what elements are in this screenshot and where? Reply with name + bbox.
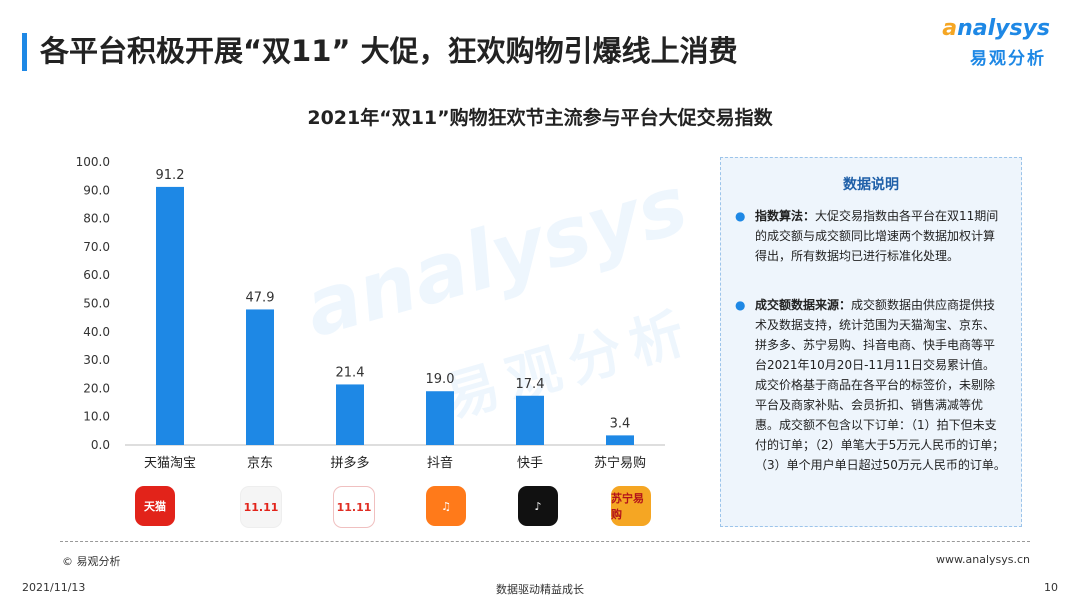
bar — [426, 391, 454, 445]
data-label: 3.4 — [610, 416, 631, 431]
page-title: 各平台积极开展“双11” 大促，狂欢购物引爆线上消费 — [40, 34, 738, 68]
analysys-logo: analysys 易观分析 — [940, 16, 1050, 72]
suning-icon: 苏宁易购 — [611, 486, 651, 526]
logo-text-en: analysys — [942, 16, 1050, 41]
y-tick-label: 40.0 — [83, 325, 110, 339]
x-tick-label: 天猫淘宝 — [144, 456, 196, 471]
footer-divider — [60, 541, 1030, 542]
y-tick-label: 30.0 — [83, 353, 110, 367]
y-tick-label: 50.0 — [83, 297, 110, 311]
data-label: 91.2 — [156, 168, 185, 183]
y-tick-label: 90.0 — [83, 183, 110, 197]
y-tick-label: 70.0 — [83, 240, 110, 254]
y-tick-label: 60.0 — [83, 268, 110, 282]
logo-text-cn: 易观分析 — [970, 49, 1046, 69]
x-tick-label: 京东 — [247, 456, 273, 471]
data-notes-box: 数据说明 ● 指数算法：大促交易指数由各平台在双11期间的成交额与成交额同比增速… — [720, 157, 1022, 527]
x-tick-label: 快手 — [517, 456, 543, 471]
jd-icon: 11.11 — [240, 486, 282, 528]
data-note-item: ● 成交额数据来源：成交额数据由供应商提供技术及数据支持，统计范围为天猫淘宝、京… — [735, 295, 1006, 475]
bar — [606, 435, 634, 445]
data-notes-title: 数据说明 — [843, 177, 899, 193]
bullet-icon: ● — [735, 209, 746, 223]
tmall-icon: 天猫 — [135, 486, 175, 526]
data-label: 47.9 — [246, 290, 275, 305]
footer-website: www.analysys.cn — [936, 553, 1030, 566]
bar — [246, 309, 274, 445]
y-tick-label: 10.0 — [83, 410, 110, 424]
data-note-label: 成交额数据来源： — [755, 298, 852, 312]
bullet-icon: ● — [735, 298, 746, 312]
x-tick-label: 苏宁易购 — [594, 455, 646, 471]
bar — [336, 384, 364, 445]
bar-chart: 0.0 10.0 20.0 30.0 40.0 50.0 60.0 70.0 80.0 90.0 1… — [76, 155, 665, 471]
y-tick-label: 0.0 — [91, 438, 110, 452]
x-tick-label: 抖音 — [427, 455, 453, 471]
kuaishou-icon: ♪ — [518, 486, 558, 526]
y-tick-label: 20.0 — [83, 381, 110, 395]
bar — [516, 395, 544, 445]
douyin-icon: ♫ — [426, 486, 466, 526]
footer-copyright: © 易观分析 — [62, 555, 121, 568]
y-tick-label: 100.0 — [76, 155, 110, 169]
data-note-text: 大促交易指数由各平台在双11期间的成交额与成交额同比增速两个数据加权计算得出，所… — [755, 209, 999, 263]
page-number: 10 — [1044, 581, 1058, 594]
y-tick-label: 80.0 — [83, 212, 110, 226]
data-label: 19.0 — [426, 372, 455, 387]
pdd-icon: 11.11 — [333, 486, 375, 528]
x-tick-label: 拼多多 — [330, 455, 369, 471]
bar — [156, 186, 184, 446]
footer-date: 2021/11/13 — [22, 581, 86, 594]
title-accent-bar — [22, 33, 27, 71]
data-label: 21.4 — [336, 365, 365, 380]
footer-slogan: 数据驱动精益成长 — [496, 583, 584, 596]
chart-title: 2021年“双11”购物狂欢节主流参与平台大促交易指数 — [307, 107, 773, 129]
data-note-label: 指数算法： — [755, 209, 816, 223]
data-note-item: ● 指数算法：大促交易指数由各平台在双11期间的成交额与成交额同比增速两个数据加… — [735, 206, 1006, 266]
data-label: 17.4 — [516, 377, 545, 392]
data-note-text: 成交额数据由供应商提供技术及数据支持，统计范围为天猫淘宝、京东、拼多多、苏宁易购… — [755, 298, 1006, 472]
